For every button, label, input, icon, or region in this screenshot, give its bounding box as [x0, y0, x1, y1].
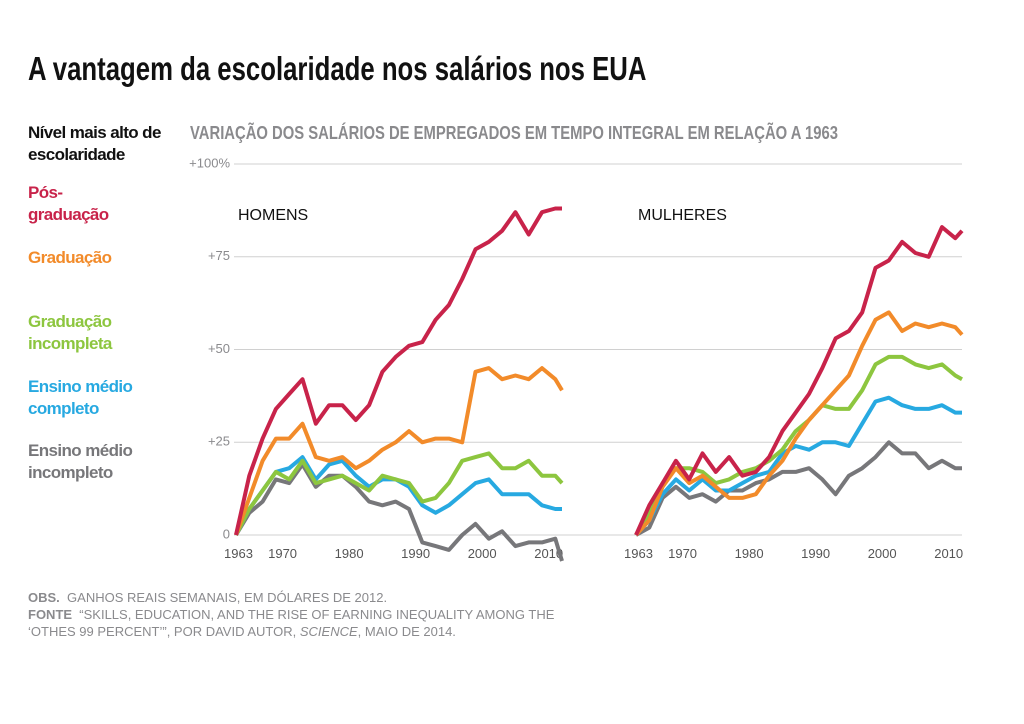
series-line: [634, 310, 964, 537]
legend-entry: Graduação: [28, 248, 112, 267]
legend-entry: Ensino médio completo: [28, 377, 133, 418]
note: OBS. GANHOS REAIS SEMANAIS, EM DÓLARES D…: [28, 589, 568, 606]
panel-title: MULHERES: [638, 207, 727, 224]
x-tick-label: 1963: [224, 546, 253, 561]
x-tick-label: 1990: [801, 546, 830, 561]
series-line: [234, 366, 564, 536]
series-line: [634, 395, 962, 537]
legend-entry: Ensino médio incompleto: [28, 441, 133, 482]
series-line: [234, 451, 564, 536]
x-tick-label: 1980: [735, 546, 764, 561]
series-line: [634, 354, 963, 537]
obs-label: OBS.: [28, 590, 60, 605]
series-line: [634, 225, 964, 536]
x-tick-label: 1980: [335, 546, 364, 561]
x-tick-label: 2010: [534, 546, 563, 561]
source-journal: SCIENCE: [299, 624, 358, 639]
source-label: FONTE: [28, 607, 73, 622]
panel-title: HOMENS: [238, 207, 308, 224]
subtitle: VARIAÇÃO DOS SALÁRIOS DE EMPREGADOS EM T…: [190, 122, 838, 143]
y-tick-label: +100%: [189, 155, 230, 170]
y-tick-label: +25: [208, 434, 230, 449]
series-line: [234, 462, 564, 562]
x-tick-label: 1970: [268, 546, 297, 561]
source-text: “SKILLS, EDUCATION, AND THE RISE OF EARN…: [28, 607, 555, 639]
source: FONTE “SKILLS, EDUCATION, AND THE RISE O…: [28, 606, 568, 640]
x-tick-label: 2000: [868, 546, 897, 561]
x-tick-label: 2000: [468, 546, 497, 561]
x-tick-label: 2010: [934, 546, 963, 561]
x-tick-label: 1970: [668, 546, 697, 561]
x-tick-label: 1990: [401, 546, 430, 561]
title: A vantagem da escolaridade nos salários …: [28, 50, 647, 87]
x-tick-label: 1963: [624, 546, 653, 561]
obs: GANHOS REAIS SEMANAIS, EM DÓLARES DE 201…: [67, 590, 388, 605]
y-tick-label: +75: [208, 248, 230, 263]
series-line: [635, 440, 962, 537]
source-end: , MAIO DE 2014.: [357, 624, 456, 639]
legend-entry: Pós-graduação: [28, 183, 109, 224]
y-tick-label: +50: [208, 341, 230, 356]
legend-entry: Graduação incompleta: [28, 312, 112, 353]
legend-title: Nível mais alto de escolaridade: [28, 123, 161, 164]
y-tick-label: 0: [223, 526, 230, 541]
series-line: [234, 206, 562, 536]
